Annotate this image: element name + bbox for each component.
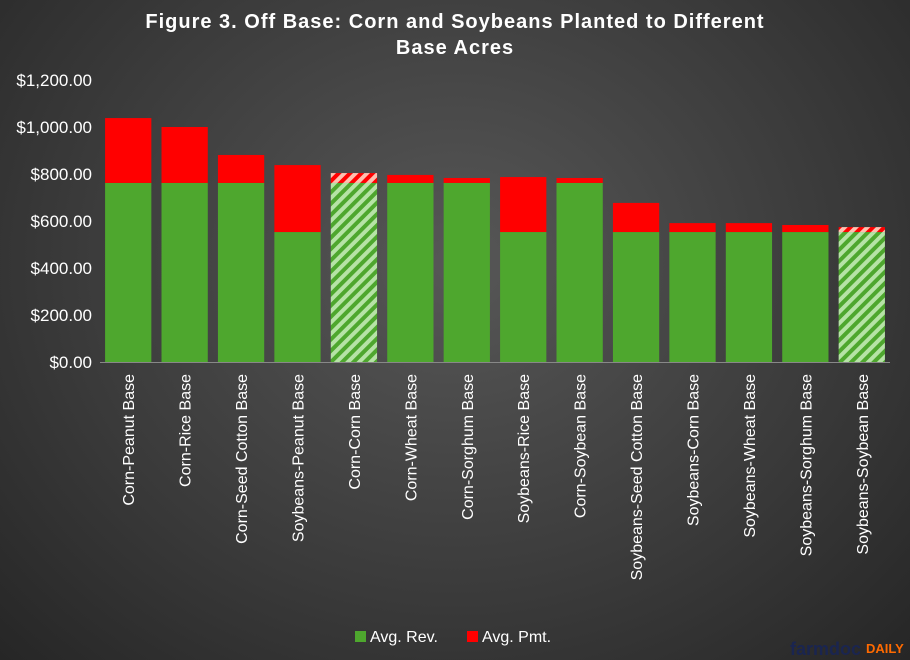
y-axis: $0.00 $200.00 $400.00 $600.00 $800.00 $1,000.… <box>16 71 890 372</box>
legend-label-avg-rev: Avg. Rev. <box>370 629 438 646</box>
x-tick-label: Corn-Seed Cotton Base <box>234 374 251 544</box>
bar-avg-rev <box>556 182 603 362</box>
x-axis-labels: Corn-Peanut Base Corn-Rice Base Corn-Seed … <box>121 374 872 580</box>
y-tick-label: $800.00 <box>31 165 92 184</box>
bar-avg-pmt <box>782 224 829 233</box>
y-tick-label: $600.00 <box>31 212 92 231</box>
bar-avg-rev <box>838 232 885 362</box>
bar-avg-pmt <box>500 177 547 233</box>
bar-avg-rev <box>612 232 660 362</box>
y-tick-label: $200.00 <box>31 306 92 325</box>
legend-swatch-avg-rev <box>355 631 366 642</box>
bar-avg-pmt <box>387 174 434 183</box>
x-tick-label: Corn-Rice Base <box>178 374 195 487</box>
bar-avg-rev <box>217 182 265 362</box>
bar-avg-pmt <box>612 202 660 233</box>
bar-avg-pmt <box>725 223 773 233</box>
bar-avg-pmt <box>105 118 152 183</box>
bar-avg-rev <box>387 182 434 362</box>
bar-avg-rev <box>443 182 490 362</box>
x-tick-label: Soybeans-Soybean Base <box>855 374 872 555</box>
bar-avg-rev <box>725 232 773 362</box>
svg-text:DAILY: DAILY <box>866 641 904 656</box>
x-tick-label: Soybeans-Sorghum Base <box>798 374 815 556</box>
legend-label-avg-pmt: Avg. Pmt. <box>482 629 551 646</box>
bar-avg-pmt <box>556 177 603 183</box>
x-tick-label: Corn-Corn Base <box>347 374 364 490</box>
farmdoc-daily-logo: farmdoc DAILY <box>790 639 904 659</box>
y-tick-label: $1,200.00 <box>16 71 92 90</box>
legend: Avg. Rev. Avg. Pmt. <box>355 629 551 646</box>
x-tick-label: Soybeans-Rice Base <box>516 374 533 524</box>
x-tick-label: Corn-Soybean Base <box>573 374 590 518</box>
chart-title-line-1: Figure 3. Off Base: Corn and Soybeans Pl… <box>145 11 764 33</box>
legend-swatch-avg-pmt <box>467 631 478 642</box>
x-tick-label: Corn-Sorghum Base <box>460 374 477 520</box>
x-tick-label: Corn-Peanut Base <box>121 374 138 506</box>
bar-avg-rev <box>500 232 547 362</box>
bar-avg-pmt <box>161 127 208 183</box>
bar-avg-rev <box>274 232 321 362</box>
bar-avg-rev <box>330 182 378 362</box>
bars <box>105 118 885 362</box>
x-tick-label: Soybeans-Seed Cotton Base <box>629 374 646 580</box>
y-tick-label: $1,000.00 <box>16 118 92 137</box>
x-tick-label: Soybeans-Wheat Base <box>742 374 759 538</box>
x-tick-label: Soybeans-Peanut Base <box>291 374 308 542</box>
y-tick-label: $0.00 <box>49 353 92 372</box>
y-tick-label: $400.00 <box>31 259 92 278</box>
bar-avg-pmt <box>669 223 716 233</box>
bar-avg-pmt <box>443 177 490 183</box>
x-tick-label: Corn-Wheat Base <box>403 374 420 501</box>
bar-avg-rev <box>669 232 716 362</box>
bar-avg-pmt <box>330 173 378 183</box>
bar-avg-pmt <box>274 165 321 233</box>
svg-text:farmdoc: farmdoc <box>790 639 861 659</box>
bar-avg-pmt <box>217 154 265 183</box>
x-tick-label: Soybeans-Corn Base <box>686 374 703 526</box>
bar-avg-pmt <box>838 227 885 233</box>
bar-avg-rev <box>105 182 152 362</box>
chart-title-line-2: Base Acres <box>396 37 514 59</box>
bar-avg-rev <box>161 182 208 362</box>
bar-avg-rev <box>782 232 829 362</box>
